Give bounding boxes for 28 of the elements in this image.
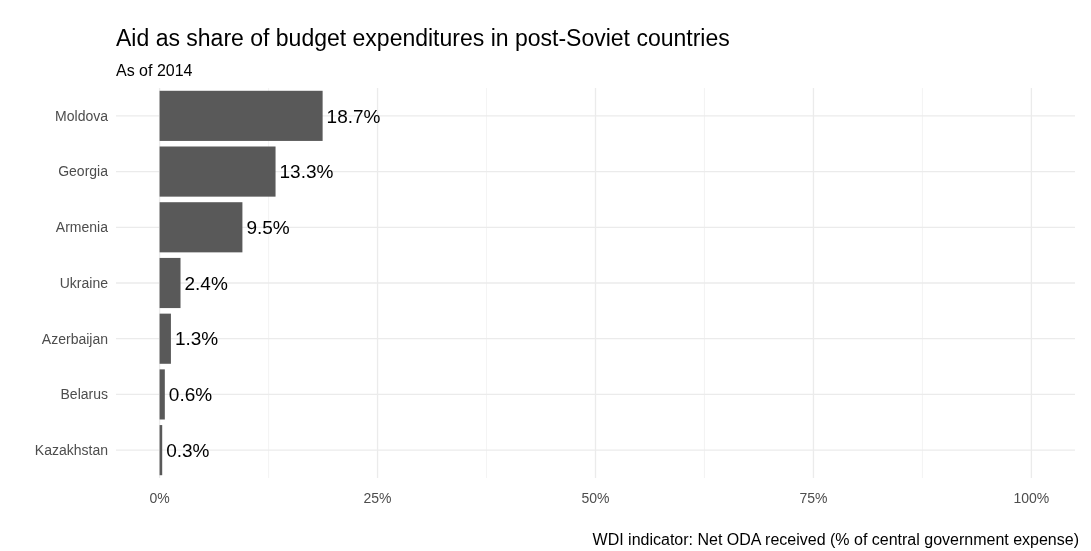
bar [159,202,243,253]
bar [159,369,165,420]
x-tick-label: 0% [149,490,170,506]
y-tick-label: Georgia [58,163,109,180]
text: WDI indicator: Net ODA received (% of central government expense) [592,531,1079,548]
x-tick-label: 100% [1013,490,1050,506]
data-label: 0.3% [166,439,210,461]
x-tick-label: 75% [799,490,828,506]
bar [159,257,181,309]
y-tick-label: Kazakhstan [34,442,108,459]
y-tick-label: Moldova [55,107,109,124]
data-label: 18.7% [326,105,381,127]
bar [159,313,171,364]
y-tick-label: Belarus [60,386,108,403]
bar [159,146,276,197]
data-label: 1.3% [174,328,219,350]
bar [159,90,323,141]
x-tick-label: 50% [581,490,610,506]
data-label: 2.4% [184,272,228,294]
chart-title: Aid as share of budget expenditures in post-Soviet countries [116,25,730,51]
y-tick-label: Armenia [55,219,109,236]
y-tick-label: Azerbaijan [41,330,108,347]
data-label: 9.5% [246,216,290,238]
chart-subtitle: As of 2014 [116,62,193,79]
data-label: 13.3% [279,161,334,183]
x-tick-label: 25% [363,490,392,506]
data-label: 0.6% [168,384,213,406]
y-tick-label: Ukraine [59,274,109,291]
